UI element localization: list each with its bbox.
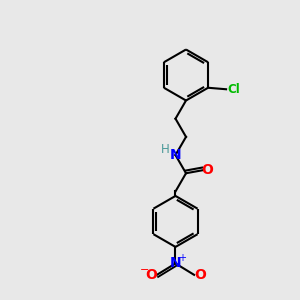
Text: Cl: Cl	[228, 83, 240, 96]
Text: +: +	[178, 253, 186, 263]
Text: H: H	[160, 143, 169, 156]
Text: −: −	[140, 265, 149, 275]
Text: N: N	[170, 256, 181, 270]
Text: O: O	[194, 268, 206, 282]
Text: O: O	[145, 268, 157, 282]
Text: O: O	[201, 163, 213, 177]
Text: N: N	[170, 148, 181, 162]
